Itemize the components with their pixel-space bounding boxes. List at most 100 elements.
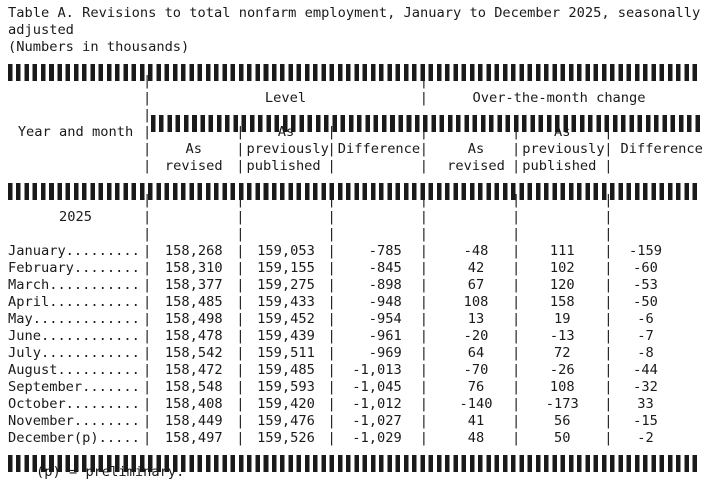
column-divider: | bbox=[512, 294, 521, 310]
column-divider: | bbox=[143, 209, 152, 225]
column-divider: | bbox=[419, 141, 428, 157]
column-divider: | bbox=[143, 328, 152, 344]
cell-otm-difference: -44 bbox=[633, 362, 658, 378]
column-divider: | bbox=[143, 379, 152, 395]
group-underline-row: | bbox=[8, 107, 726, 132]
cell-otm-as-revised: 13 bbox=[467, 311, 485, 327]
column-divider: | bbox=[236, 294, 245, 310]
group-header-otm: Over-the-month change bbox=[472, 90, 646, 106]
column-divider: | bbox=[327, 362, 336, 378]
cell-otm-as-revised: -70 bbox=[463, 362, 489, 378]
cell-level-difference: -1,029 bbox=[352, 430, 402, 446]
cell-otm-as-revised: -48 bbox=[463, 243, 489, 259]
column-divider: | bbox=[143, 396, 152, 412]
column-divider: | bbox=[604, 277, 613, 293]
column-divider: | bbox=[327, 345, 336, 361]
cell-otm-difference: -32 bbox=[633, 379, 658, 395]
cell-level-as-revised: 158,377 bbox=[164, 277, 223, 293]
col-header-otm-revised: revised bbox=[447, 158, 505, 174]
column-divider: | bbox=[327, 413, 336, 429]
column-divider: | bbox=[143, 277, 152, 293]
cell-level-as-previously-published: 159,275 bbox=[257, 277, 315, 293]
horizontal-rule bbox=[8, 183, 701, 200]
cell-month: December(p)..... bbox=[8, 430, 140, 446]
column-divider: | bbox=[236, 158, 245, 174]
column-divider: | bbox=[604, 345, 613, 361]
cell-otm-difference: 33 bbox=[637, 396, 654, 412]
column-divider: | bbox=[143, 243, 152, 259]
column-divider: | bbox=[512, 362, 521, 378]
cell-otm-as-revised: -20 bbox=[463, 328, 489, 344]
cell-level-as-previously-published: 159,485 bbox=[257, 362, 315, 378]
cell-level-as-previously-published: 159,433 bbox=[257, 294, 315, 310]
cell-level-as-previously-published: 159,526 bbox=[257, 430, 315, 446]
col-header-otm-previously: previously bbox=[522, 141, 605, 157]
cell-otm-as-previously-published: 102 bbox=[549, 260, 575, 276]
column-divider: | bbox=[236, 379, 245, 395]
group-header-level: Level bbox=[264, 90, 307, 106]
column-divider: | bbox=[419, 379, 428, 395]
table-row: January......... | 158,268 | 159,053 | -… bbox=[8, 243, 726, 260]
cell-level-as-revised: 158,268 bbox=[164, 243, 223, 259]
table-row: April........... | 158,485 | 159,433 | -… bbox=[8, 294, 726, 311]
column-divider: | bbox=[419, 90, 428, 106]
group-spacer-row: | | bbox=[8, 73, 726, 90]
column-divider: | bbox=[512, 124, 521, 140]
cell-month: October......... bbox=[8, 396, 140, 412]
table-row: July............ | 158,542 | 159,511 | -… bbox=[8, 345, 726, 362]
column-divider: | bbox=[327, 311, 336, 327]
cell-level-as-previously-published: 159,476 bbox=[257, 413, 315, 429]
column-divider: | bbox=[419, 158, 428, 174]
top-rule-row bbox=[8, 56, 726, 81]
cell-level-as-previously-published: 159,155 bbox=[257, 260, 315, 276]
horizontal-rule bbox=[8, 64, 701, 81]
cell-level-difference: -1,012 bbox=[352, 396, 402, 412]
cell-otm-as-revised: 41 bbox=[467, 413, 485, 429]
column-divider: | bbox=[512, 311, 521, 327]
col-header-level-revised: revised bbox=[164, 158, 223, 174]
column-divider: | bbox=[512, 396, 521, 412]
cell-otm-difference: -7 bbox=[637, 328, 654, 344]
horizontal-rule bbox=[151, 115, 702, 132]
cell-otm-as-previously-published: -26 bbox=[549, 362, 575, 378]
column-divider: | bbox=[604, 379, 613, 395]
column-divider: | bbox=[419, 294, 428, 310]
col-header-level-published: published bbox=[246, 158, 321, 174]
column-divider: | bbox=[419, 73, 428, 89]
column-divider: | bbox=[327, 277, 336, 293]
cell-otm-as-revised: -140 bbox=[459, 396, 493, 412]
header-rule-row bbox=[8, 175, 726, 200]
column-divider: | bbox=[236, 413, 245, 429]
document-root: Table A. Revisions to total nonfarm empl… bbox=[8, 5, 726, 481]
cell-otm-as-previously-published: 120 bbox=[549, 277, 575, 293]
footnote: (p) = preliminary. bbox=[36, 464, 185, 480]
column-divider: | bbox=[236, 430, 245, 446]
cell-otm-difference: -15 bbox=[633, 413, 658, 429]
column-divider: | bbox=[236, 277, 245, 293]
table-row: October......... | 158,408 | 159,420 | -… bbox=[8, 396, 726, 413]
column-divider: | bbox=[143, 90, 152, 106]
column-divider: | bbox=[512, 243, 521, 259]
column-divider: | bbox=[236, 362, 245, 378]
cell-level-difference: -969 bbox=[368, 345, 402, 361]
column-divider: | bbox=[327, 141, 336, 157]
col-header-level-previously: previously bbox=[246, 141, 329, 157]
cell-level-as-previously-published: 159,511 bbox=[257, 345, 315, 361]
col-header-otm-published: published bbox=[522, 158, 597, 174]
column-divider: | bbox=[236, 209, 245, 225]
table-body: January......... | 158,268 | 159,053 | -… bbox=[8, 243, 726, 447]
column-divider: | bbox=[419, 413, 428, 429]
table-row: August.......... | 158,472 | 159,485 | -… bbox=[8, 362, 726, 379]
column-divider: | bbox=[327, 328, 336, 344]
column-divider: | bbox=[143, 107, 152, 123]
column-divider: | bbox=[143, 294, 152, 310]
column-divider: | bbox=[419, 430, 428, 446]
column-divider: | bbox=[512, 141, 521, 157]
column-divider: | bbox=[604, 396, 613, 412]
cell-level-as-revised: 158,542 bbox=[164, 345, 223, 361]
column-divider: | bbox=[327, 226, 336, 242]
cell-level-as-revised: 158,497 bbox=[164, 430, 223, 446]
column-divider: | bbox=[604, 192, 613, 208]
column-divider: | bbox=[604, 328, 613, 344]
column-divider: | bbox=[604, 413, 613, 429]
